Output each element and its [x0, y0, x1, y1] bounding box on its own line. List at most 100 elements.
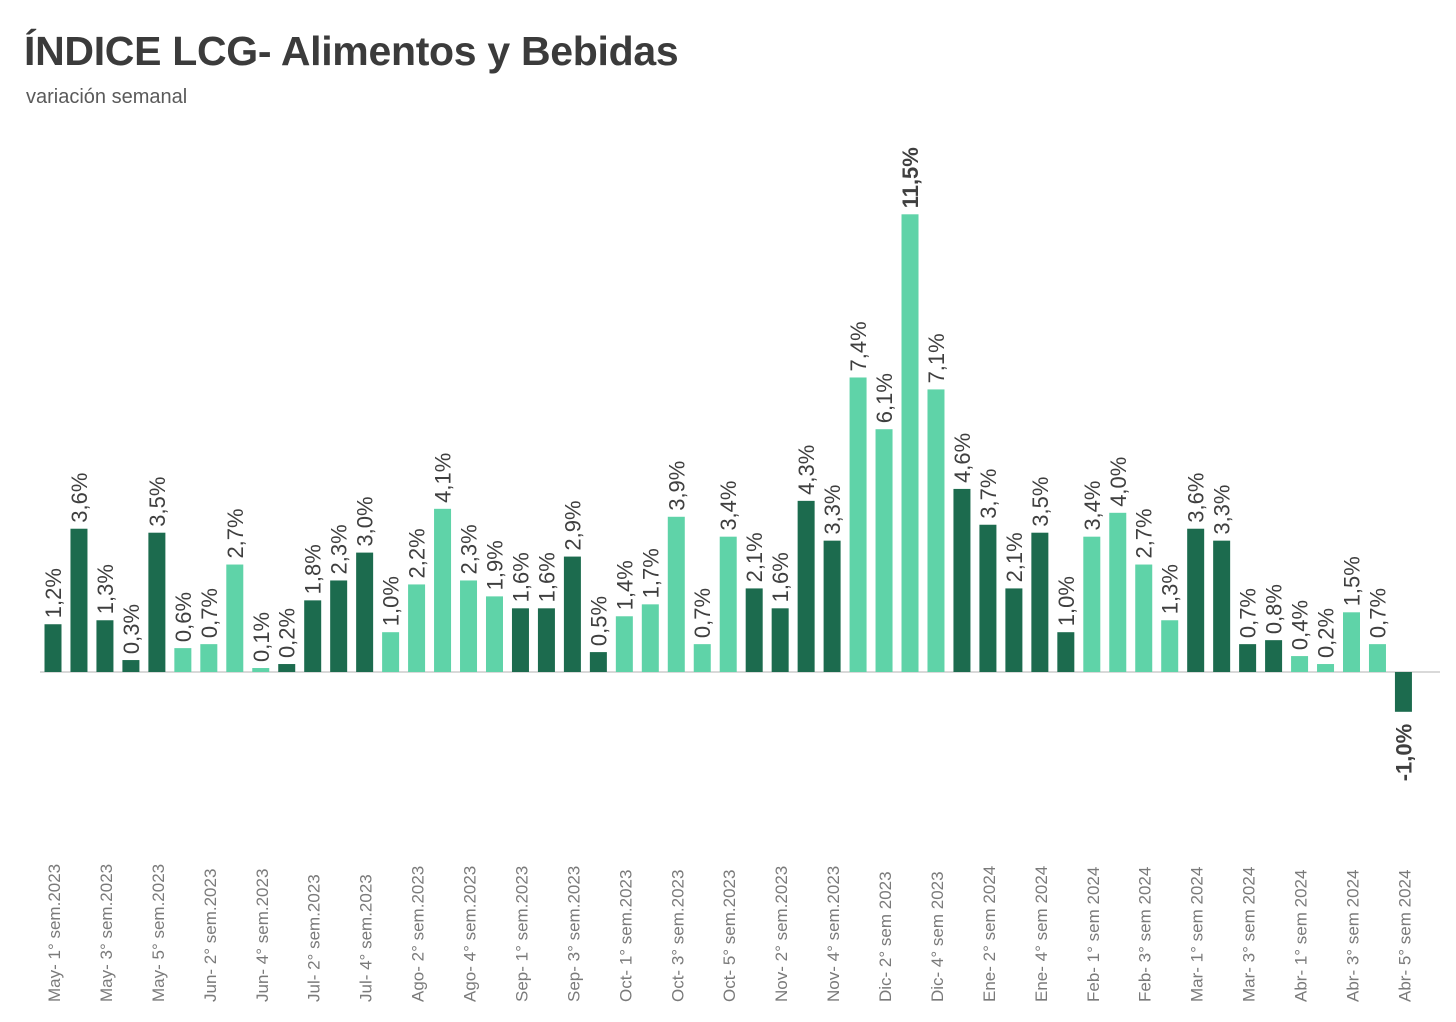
data-label-43: 1,3% [1158, 564, 1183, 614]
data-label-11: 2,3% [327, 524, 352, 574]
bar-42 [1135, 564, 1153, 672]
data-label-14: 2,2% [405, 528, 430, 578]
data-label-13: 1,0% [379, 576, 404, 626]
bar-18 [511, 608, 529, 672]
data-label-37: 2,1% [1002, 532, 1027, 582]
data-label-1: 3,6% [67, 473, 92, 523]
data-label-32: 6,1% [872, 373, 897, 423]
x-tick-label-5: Jul- 2° sem.2023 [305, 874, 324, 1002]
data-label-3: 0,3% [119, 604, 144, 654]
x-tick-label-0: May- 1° sem.2023 [45, 864, 64, 1002]
data-label-26: 3,4% [716, 481, 741, 531]
data-label-9: 0,2% [275, 608, 300, 658]
x-tick-label-3: Jun- 2° sem.2023 [201, 869, 220, 1002]
x-tick-label-8: Ago- 4° sem.2023 [461, 866, 480, 1002]
bar-13 [382, 632, 400, 672]
bar-16 [460, 580, 478, 672]
x-tick-label-4: Jun- 4° sem.2023 [253, 869, 272, 1002]
bar-39 [1057, 632, 1075, 672]
bar-23 [641, 604, 659, 672]
bar-28 [771, 608, 789, 672]
data-label-36: 3,7% [976, 469, 1001, 519]
bar-37 [1005, 588, 1023, 672]
data-label-27: 2,1% [742, 532, 767, 582]
bar-15 [434, 508, 452, 672]
bar-45 [1213, 540, 1231, 672]
x-tick-label-21: Feb- 3° sem 2024 [1136, 867, 1155, 1002]
bar-33 [901, 214, 919, 673]
x-tick-label-10: Sep- 3° sem.2023 [564, 866, 583, 1002]
data-label-24: 3,9% [664, 461, 689, 511]
x-tick-label-20: Feb- 1° sem 2024 [1084, 867, 1103, 1002]
data-label-46: 0,7% [1236, 588, 1261, 638]
data-label-17: 1,9% [482, 540, 507, 590]
bar-14 [408, 584, 426, 672]
data-label-39: 1,0% [1054, 576, 1079, 626]
chart-subtitle: variación semanal [26, 86, 188, 108]
bar-27 [745, 588, 763, 672]
data-label-10: 1,8% [301, 544, 326, 594]
x-tick-label-11: Oct- 1° sem.2023 [616, 870, 635, 1002]
data-label-12: 3,0% [353, 496, 378, 546]
bar-8 [252, 668, 270, 672]
x-tick-label-2: May- 5° sem.2023 [149, 864, 168, 1002]
data-label-49: 0,2% [1314, 608, 1339, 658]
bar-9 [278, 664, 296, 672]
bar-40 [1083, 536, 1101, 672]
data-label-25: 0,7% [690, 588, 715, 638]
bar-24 [667, 516, 685, 672]
bar-5 [174, 648, 192, 672]
bar-29 [797, 500, 815, 672]
data-label-2: 1,3% [93, 564, 118, 614]
x-tick-label-16: Dic- 2° sem 2023 [876, 871, 895, 1002]
bar-1 [70, 528, 88, 672]
x-tick-label-14: Nov- 2° sem.2023 [772, 866, 791, 1002]
x-tick-label-18: Ene- 2° sem 2024 [980, 866, 999, 1002]
data-label-8: 0,1% [249, 612, 274, 662]
chart-title: ÍNDICE LCG- Alimentos y Bebidas [24, 28, 679, 74]
x-tick-label-12: Oct- 3° sem.2023 [668, 870, 687, 1002]
x-tick-label-24: Abr- 1° sem 2024 [1292, 870, 1311, 1002]
data-label-33: 11,5% [898, 147, 923, 208]
data-label-5: 0,6% [171, 592, 196, 642]
bar-34 [927, 389, 945, 672]
bar-32 [875, 429, 893, 672]
bar-2 [96, 620, 114, 672]
bar-22 [615, 616, 633, 672]
data-label-19: 1,6% [534, 552, 559, 602]
bar-31 [849, 377, 867, 672]
x-tick-label-17: Dic- 4° sem 2023 [928, 871, 947, 1002]
bar-21 [589, 652, 607, 672]
data-label-28: 1,6% [768, 552, 793, 602]
data-label-48: 0,4% [1288, 600, 1313, 650]
data-label-30: 3,3% [820, 485, 845, 535]
bar-30 [823, 540, 841, 672]
data-label-0: 1,2% [41, 568, 66, 618]
x-tick-label-9: Sep- 1° sem.2023 [512, 866, 531, 1002]
bar-36 [979, 524, 997, 672]
data-label-21: 0,5% [586, 596, 611, 646]
bar-4 [148, 532, 166, 672]
bar-6 [200, 644, 218, 672]
bar-41 [1109, 512, 1127, 672]
bar-25 [693, 644, 711, 672]
data-label-45: 3,3% [1210, 485, 1235, 535]
data-label-38: 3,5% [1028, 477, 1053, 527]
data-label-47: 0,8% [1262, 584, 1287, 634]
data-label-22: 1,4% [612, 560, 637, 610]
bar-7 [226, 564, 244, 672]
bar-11 [330, 580, 348, 672]
x-tick-label-19: Ene- 4° sem 2024 [1032, 866, 1051, 1002]
bar-43 [1161, 620, 1179, 672]
data-label-52: -1,0% [1391, 724, 1416, 781]
data-label-20: 2,9% [560, 500, 585, 550]
data-label-42: 2,7% [1132, 508, 1157, 558]
data-label-4: 3,5% [145, 477, 170, 527]
bar-48 [1291, 656, 1309, 672]
data-label-40: 3,4% [1080, 481, 1105, 531]
x-tick-label-25: Abr- 3° sem 2024 [1344, 870, 1363, 1002]
data-label-35: 4,6% [950, 433, 975, 483]
bar-17 [485, 596, 503, 672]
data-label-44: 3,6% [1184, 473, 1209, 523]
